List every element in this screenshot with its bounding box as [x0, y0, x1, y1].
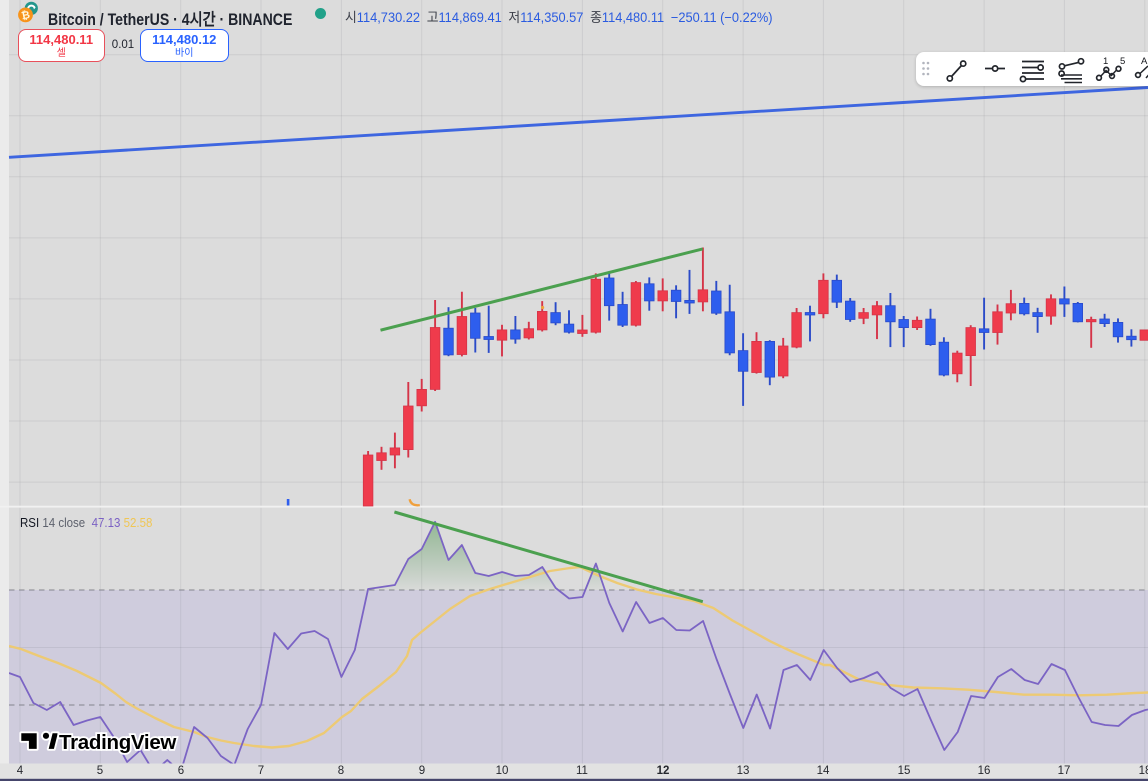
svg-text:₿: ₿	[20, 9, 31, 23]
svg-text:A: A	[1141, 56, 1148, 67]
svg-text:1: 1	[1103, 56, 1108, 67]
svg-text:TradingView: TradingView	[59, 731, 176, 754]
svg-text:5: 5	[1120, 56, 1125, 67]
